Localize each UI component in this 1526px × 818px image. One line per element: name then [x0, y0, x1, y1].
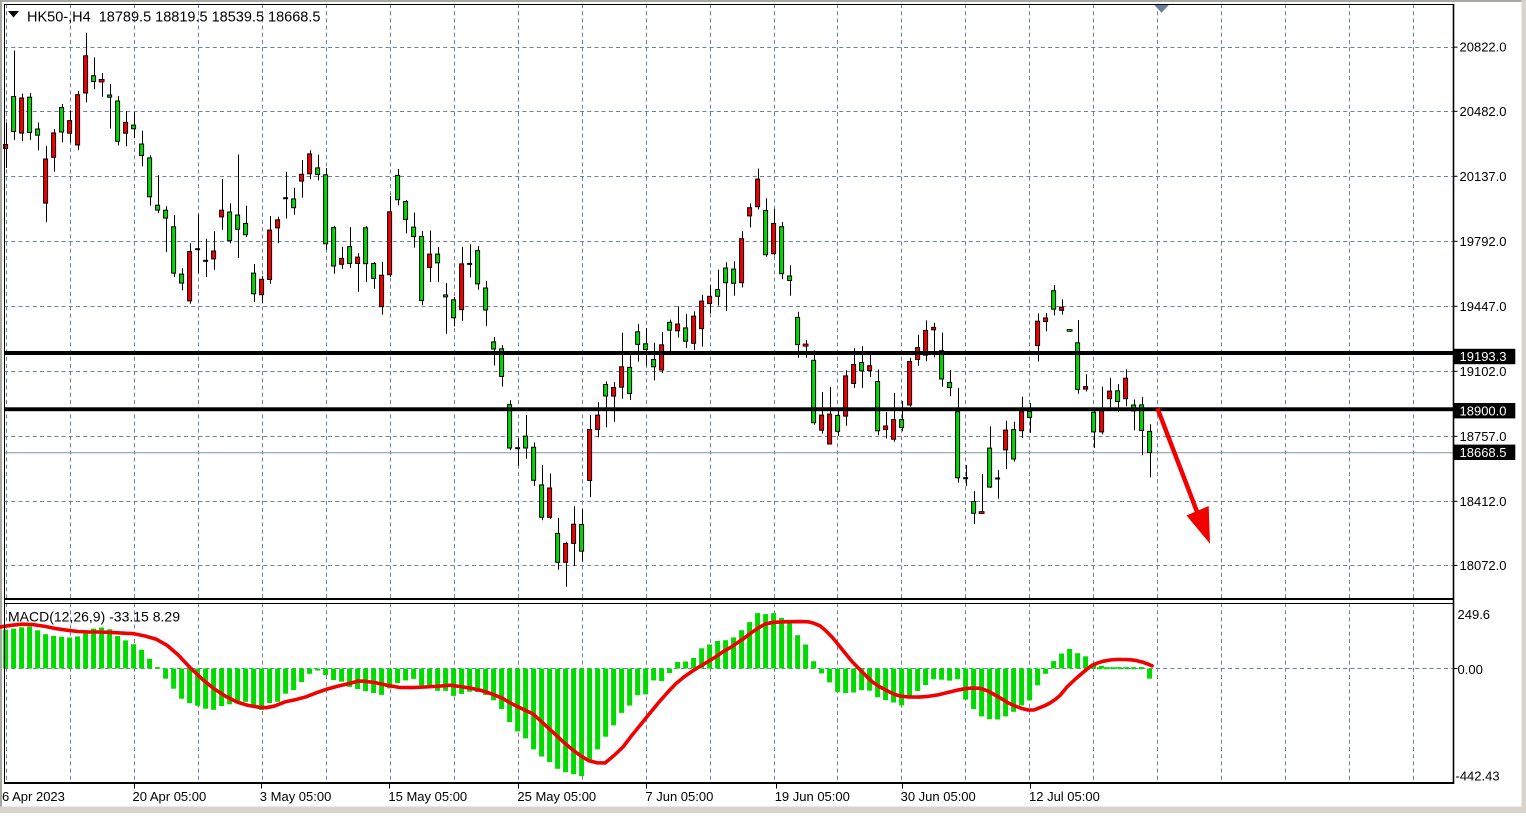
- svg-text:3 May 05:00: 3 May 05:00: [260, 789, 332, 804]
- svg-text:20137.0: 20137.0: [1460, 169, 1507, 184]
- svg-text:249.6: 249.6: [1458, 607, 1491, 622]
- svg-text:19102.0: 19102.0: [1460, 364, 1507, 379]
- svg-text:30 Jun 05:00: 30 Jun 05:00: [901, 789, 976, 804]
- svg-text:18757.0: 18757.0: [1460, 429, 1507, 444]
- svg-text:18668.5: 18668.5: [1460, 445, 1507, 460]
- svg-text:6 Apr 2023: 6 Apr 2023: [2, 789, 65, 804]
- svg-text:20822.0: 20822.0: [1460, 40, 1507, 55]
- svg-text:12 Jul 05:00: 12 Jul 05:00: [1029, 789, 1100, 804]
- svg-text:20 Apr 05:00: 20 Apr 05:00: [133, 789, 207, 804]
- svg-text:HK50-,H4 18789.5 18819.5 1853: HK50-,H4 18789.5 18819.5 18539.5 18668.5: [27, 10, 320, 26]
- svg-text:0.00: 0.00: [1458, 662, 1483, 677]
- svg-text:19 Jun 05:00: 19 Jun 05:00: [775, 789, 850, 804]
- svg-text:MACD(12,26,9) -33.15 8.29: MACD(12,26,9) -33.15 8.29: [8, 609, 180, 625]
- svg-text:18412.0: 18412.0: [1460, 494, 1507, 509]
- svg-text:19792.0: 19792.0: [1460, 234, 1507, 249]
- svg-text:18072.0: 18072.0: [1460, 558, 1507, 573]
- svg-text:15 May 05:00: 15 May 05:00: [388, 789, 467, 804]
- svg-text:18900.0: 18900.0: [1460, 403, 1507, 418]
- svg-text:7 Jun 05:00: 7 Jun 05:00: [645, 789, 713, 804]
- svg-text:-442.43: -442.43: [1456, 768, 1500, 783]
- svg-text:20482.0: 20482.0: [1460, 104, 1507, 119]
- svg-text:19193.3: 19193.3: [1460, 349, 1507, 364]
- svg-text:19447.0: 19447.0: [1460, 299, 1507, 314]
- svg-text:25 May 05:00: 25 May 05:00: [517, 789, 596, 804]
